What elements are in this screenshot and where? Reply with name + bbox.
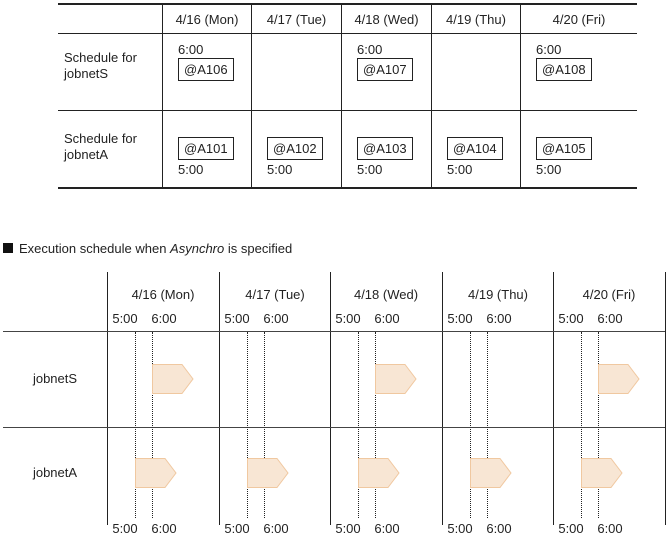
schedule-cell: [431, 33, 521, 111]
schedule-time: 6:00: [178, 42, 204, 57]
time-label-bottom: 5:00: [447, 521, 473, 536]
schedule-cell: 5:00 @A101: [162, 110, 252, 189]
timeline-day-label: 4/17 (Tue): [245, 287, 305, 302]
time-label-bottom: 5:00: [335, 521, 361, 536]
day-header: 4/19 (Thu): [431, 3, 521, 34]
job-box: @A102: [267, 137, 323, 160]
execution-bar: [470, 458, 512, 488]
time-label-top: 6:00: [374, 311, 400, 326]
timeline-day-label: 4/20 (Fri): [582, 287, 636, 302]
schedule-cell: 5:00 @A102: [251, 110, 342, 189]
row-label-text: Schedule for jobnetA: [64, 131, 137, 162]
schedule-cell: 6:00 @A106: [162, 33, 252, 111]
time-gridline: [358, 332, 359, 518]
schedule-time: 5:00: [357, 162, 383, 177]
time-label-bottom: 6:00: [486, 521, 512, 536]
time-label-top: 5:00: [335, 311, 361, 326]
day-divider: [219, 272, 220, 525]
time-label-bottom: 6:00: [151, 521, 177, 536]
job-box: @A103: [357, 137, 413, 160]
schedule-time: 6:00: [357, 42, 383, 57]
schedule-cell: 5:00 @A103: [341, 110, 432, 189]
day-header: 4/20 (Fri): [520, 3, 637, 34]
schedule-time: 5:00: [178, 162, 204, 177]
schedule-time: 5:00: [536, 162, 562, 177]
execution-bar: [375, 364, 417, 394]
time-gridline: [152, 332, 153, 518]
time-gridline: [247, 332, 248, 518]
timeline-row-label: jobnetS: [32, 371, 78, 386]
row-divider: [3, 331, 665, 332]
job-box: @A105: [536, 137, 592, 160]
time-label-bottom: 5:00: [558, 521, 584, 536]
day-divider: [665, 272, 666, 525]
time-label-bottom: 5:00: [224, 521, 250, 536]
schedule-table: 4/16 (Mon) 4/17 (Tue) 4/18 (Wed) 4/19 (Thu)…: [58, 3, 637, 189]
time-gridline: [375, 332, 376, 518]
execution-bar: [598, 364, 640, 394]
section-title: Execution schedule when Asynchro is spec…: [3, 241, 292, 257]
job-box: @A107: [357, 58, 413, 81]
execution-bar: [247, 458, 289, 488]
time-label-bottom: 5:00: [112, 521, 138, 536]
time-label-top: 6:00: [486, 311, 512, 326]
execution-bar: [135, 458, 177, 488]
day-divider: [442, 272, 443, 525]
schedule-cell: 5:00 @A105: [520, 110, 637, 189]
day-header: 4/17 (Tue): [251, 3, 342, 34]
time-label-bottom: 6:00: [263, 521, 289, 536]
schedule-time: 6:00: [536, 42, 562, 57]
row-label-text: Schedule for jobnetS: [64, 50, 137, 81]
schedule-time: 5:00: [267, 162, 293, 177]
time-gridline: [470, 332, 471, 518]
schedule-cell: 5:00 @A104: [431, 110, 521, 189]
row-divider: [3, 427, 665, 428]
day-header: 4/18 (Wed): [341, 3, 432, 34]
timeline-day-label: 4/16 (Mon): [131, 287, 195, 302]
time-label-top: 6:00: [597, 311, 623, 326]
day-header: 4/16 (Mon): [162, 3, 252, 34]
square-bullet-icon: [3, 243, 13, 253]
title-suffix: is specified: [224, 241, 293, 256]
title-emphasis: Asynchro: [170, 241, 225, 256]
timeline-day-label: 4/19 (Thu): [468, 287, 528, 302]
time-label-top: 5:00: [112, 311, 138, 326]
job-box: @A108: [536, 58, 592, 81]
day-divider: [553, 272, 554, 525]
job-box: @A101: [178, 137, 234, 160]
time-label-bottom: 6:00: [597, 521, 623, 536]
schedule-time: 5:00: [447, 162, 473, 177]
execution-bar: [358, 458, 400, 488]
schedule-cell: [251, 33, 342, 111]
day-divider: [330, 272, 331, 525]
schedule-cell: 6:00 @A107: [341, 33, 432, 111]
job-box: @A104: [447, 137, 503, 160]
time-label-top: 5:00: [447, 311, 473, 326]
time-label-top: 6:00: [151, 311, 177, 326]
time-gridline: [487, 332, 488, 518]
schedule-cell: 6:00 @A108: [520, 33, 637, 111]
time-label-top: 5:00: [224, 311, 250, 326]
corner-cell: [58, 3, 163, 34]
execution-bar: [152, 364, 194, 394]
row-label: Schedule for jobnetS: [58, 33, 163, 111]
time-gridline: [581, 332, 582, 518]
row-label: Schedule for jobnetA: [58, 110, 163, 189]
timeline-day-label: 4/18 (Wed): [353, 287, 419, 302]
time-gridline: [135, 332, 136, 518]
title-prefix: Execution schedule when: [19, 241, 171, 256]
time-gridline: [264, 332, 265, 518]
time-label-top: 6:00: [263, 311, 289, 326]
job-box: @A106: [178, 58, 234, 81]
execution-bar: [581, 458, 623, 488]
time-label-bottom: 6:00: [374, 521, 400, 536]
timeline-row-label: jobnetA: [32, 465, 78, 480]
time-gridline: [598, 332, 599, 518]
day-divider: [107, 272, 108, 525]
time-label-top: 5:00: [558, 311, 584, 326]
